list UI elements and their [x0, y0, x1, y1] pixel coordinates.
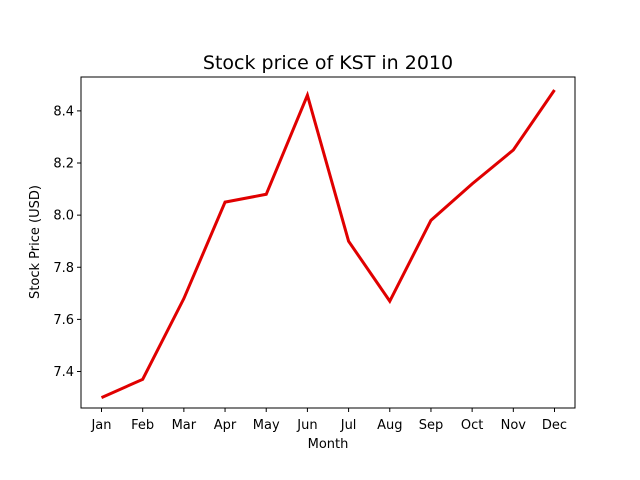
x-tick-label: Jan	[90, 418, 111, 433]
y-tick-label: 7.6	[53, 313, 74, 328]
y-tick-label: 8.0	[53, 209, 74, 224]
y-tick-label: 8.2	[53, 157, 74, 172]
x-tick-label: Jun	[296, 418, 317, 433]
y-tick-label: 7.8	[53, 261, 74, 276]
x-tick-label: Feb	[131, 418, 154, 433]
x-tick-label: Sep	[419, 418, 444, 433]
y-axis: 7.4 7.6 7.8 8.0 8.2 8.4	[53, 104, 81, 380]
x-axis: Jan Feb Mar Apr May Jun Jul Aug Sep Oct Nov Dec	[90, 408, 567, 433]
x-tick-label: Jul	[340, 418, 357, 433]
x-tick-label: Aug	[377, 418, 402, 433]
x-tick-label: May	[253, 418, 280, 433]
y-tick-label: 7.4	[53, 365, 74, 380]
x-axis-label: Month	[308, 437, 349, 452]
x-tick-label: Apr	[214, 418, 237, 433]
series-layer	[100, 89, 556, 399]
y-tick-label: 8.4	[53, 104, 74, 119]
series-line	[100, 89, 556, 399]
x-tick-label: Dec	[542, 418, 567, 433]
x-tick-label: Oct	[461, 418, 483, 433]
x-tick-label: Nov	[501, 418, 527, 433]
y-axis-label: Stock Price (USD)	[28, 185, 43, 299]
plot-frame	[80, 76, 576, 409]
x-tick-label: Mar	[172, 418, 197, 433]
chart-title: Stock price of KST in 2010	[203, 52, 453, 74]
